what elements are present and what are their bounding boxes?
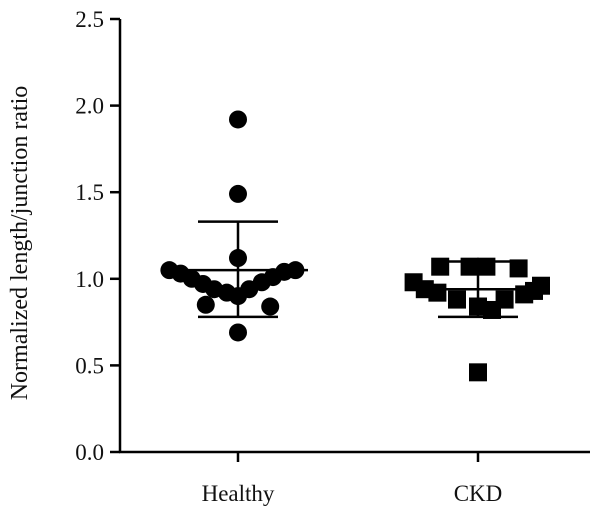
data-point-ckd bbox=[448, 290, 466, 309]
y-tick-label: 1.0 bbox=[75, 267, 104, 292]
data-point-healthy bbox=[196, 295, 215, 314]
y-tick-label: 2.0 bbox=[75, 94, 104, 119]
data-point-ckd bbox=[469, 297, 487, 316]
data-point-healthy bbox=[229, 249, 247, 268]
x-axis-ticks: Healthy CKD bbox=[202, 452, 503, 506]
data-point-ckd bbox=[431, 257, 450, 276]
data-point-ckd bbox=[495, 290, 514, 309]
data-point-ckd bbox=[477, 257, 496, 276]
data-point-healthy bbox=[261, 297, 280, 316]
x-tick-label: CKD bbox=[454, 481, 503, 506]
y-tick-label: 0.5 bbox=[75, 353, 104, 378]
data-point-ckd bbox=[428, 283, 447, 302]
data-point-ckd bbox=[532, 276, 550, 295]
data-point-healthy bbox=[229, 184, 247, 203]
data-point-healthy bbox=[229, 323, 247, 342]
data-points bbox=[160, 110, 550, 382]
y-axis-title: Normalized length/junction ratio bbox=[7, 86, 33, 401]
x-tick-label: Healthy bbox=[202, 481, 275, 506]
y-axis-ticks: 0.0 0.5 1.0 1.5 2.0 2.5 bbox=[75, 7, 120, 465]
data-point-ckd bbox=[509, 259, 528, 278]
data-point-healthy bbox=[286, 261, 305, 280]
y-tick-label: 1.5 bbox=[75, 180, 104, 205]
data-point-healthy bbox=[229, 110, 247, 129]
data-point-ckd bbox=[469, 363, 487, 382]
y-tick-label: 2.5 bbox=[75, 7, 104, 32]
data-point-ckd bbox=[460, 257, 479, 276]
y-tick-label: 0.0 bbox=[75, 440, 104, 465]
